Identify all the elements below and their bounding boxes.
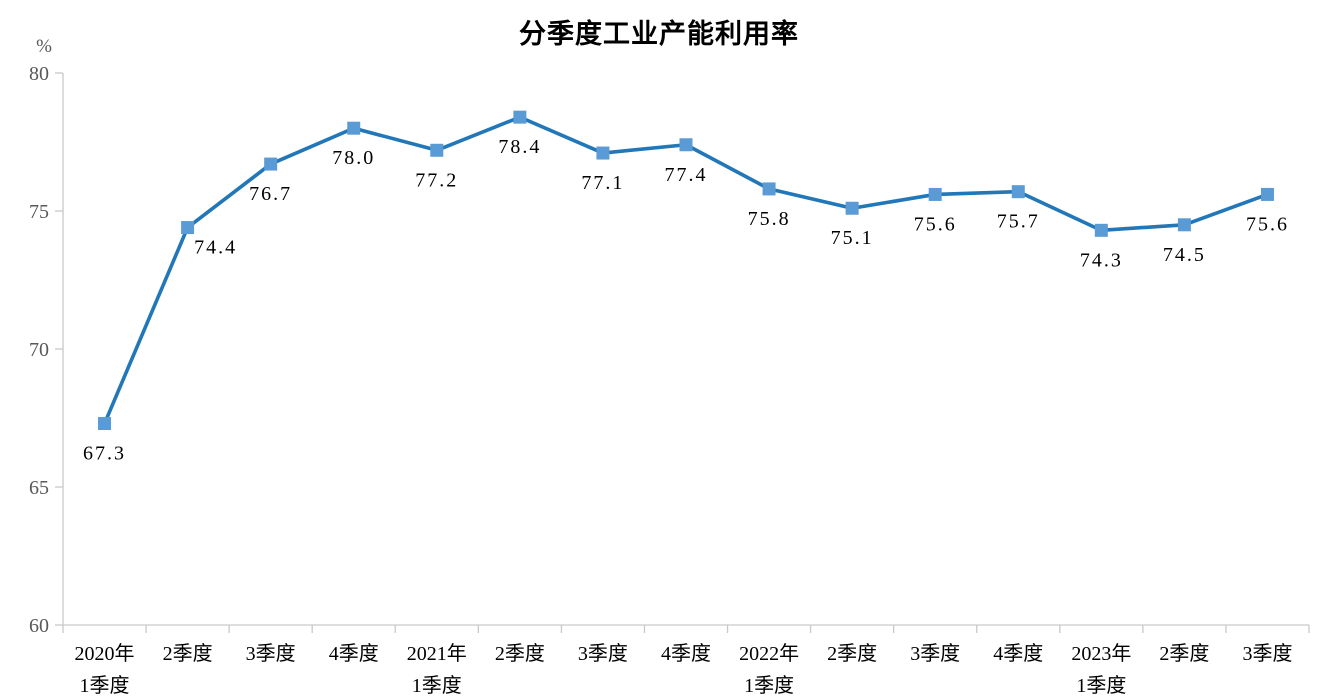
x-tick-label: 4季度 [993,642,1043,665]
x-tick-label: 1季度 [744,674,794,697]
data-point-label: 78.4 [498,136,541,158]
chart-title: 分季度工业产能利用率 [519,19,799,49]
data-point-marker [98,417,112,431]
data-point-label: 75.7 [997,211,1040,233]
x-tick-label: 2季度 [827,642,877,665]
y-tick-label: 80 [29,63,49,85]
data-point-label: 76.7 [249,183,292,205]
y-tick-label: 65 [29,477,49,499]
x-tick-label: 2021年 [407,642,467,665]
x-tick-label: 2022年 [739,642,799,665]
data-point-marker [1177,218,1191,232]
y-tick-label: 60 [29,615,49,637]
y-axis-unit-label: % [36,36,52,57]
data-point-label: 74.3 [1080,249,1123,271]
x-tick-label: 3季度 [910,642,960,665]
x-tick-label: 1季度 [412,674,462,697]
x-tick-label: 3季度 [578,642,628,665]
data-point-label: 77.2 [415,169,458,191]
data-point-label: 78.0 [332,147,375,169]
x-tick-label: 3季度 [246,642,296,665]
data-point-marker [430,143,444,157]
x-tick-label: 2季度 [1159,642,1209,665]
data-point-label: 75.6 [1246,213,1289,235]
data-point-marker [596,146,610,160]
x-tick-label: 1季度 [80,674,130,697]
data-point-label: 77.1 [581,172,624,194]
data-point-marker [181,221,195,235]
data-point-marker [928,187,942,201]
x-tick-label: 4季度 [329,642,379,665]
data-point-marker [762,182,776,196]
y-tick-label: 75 [29,201,49,223]
data-point-marker [1011,185,1025,199]
x-tick-label: 4季度 [661,642,711,665]
data-point-label: 77.4 [665,164,708,186]
data-point-marker [679,138,693,152]
x-tick-label: 2季度 [495,642,545,665]
data-point-label: 75.1 [831,227,874,249]
data-point-marker [513,110,527,124]
x-tick-label: 2020年 [75,642,135,665]
x-tick-label: 2季度 [163,642,213,665]
data-point-marker [1260,187,1274,201]
y-tick-label: 70 [29,339,49,361]
data-point-label: 74.5 [1163,244,1206,266]
data-point-marker [347,121,361,135]
data-point-marker [264,157,278,171]
data-point-label: 75.8 [748,208,791,230]
data-point-label: 75.6 [914,213,957,235]
x-tick-label: 1季度 [1076,674,1126,697]
x-tick-label: 2023年 [1071,642,1131,665]
data-point-marker [845,201,859,215]
data-point-label: 74.4 [194,237,237,259]
data-point-marker [1094,223,1108,237]
x-tick-label: 3季度 [1242,642,1292,665]
data-point-label: 67.3 [83,443,126,465]
